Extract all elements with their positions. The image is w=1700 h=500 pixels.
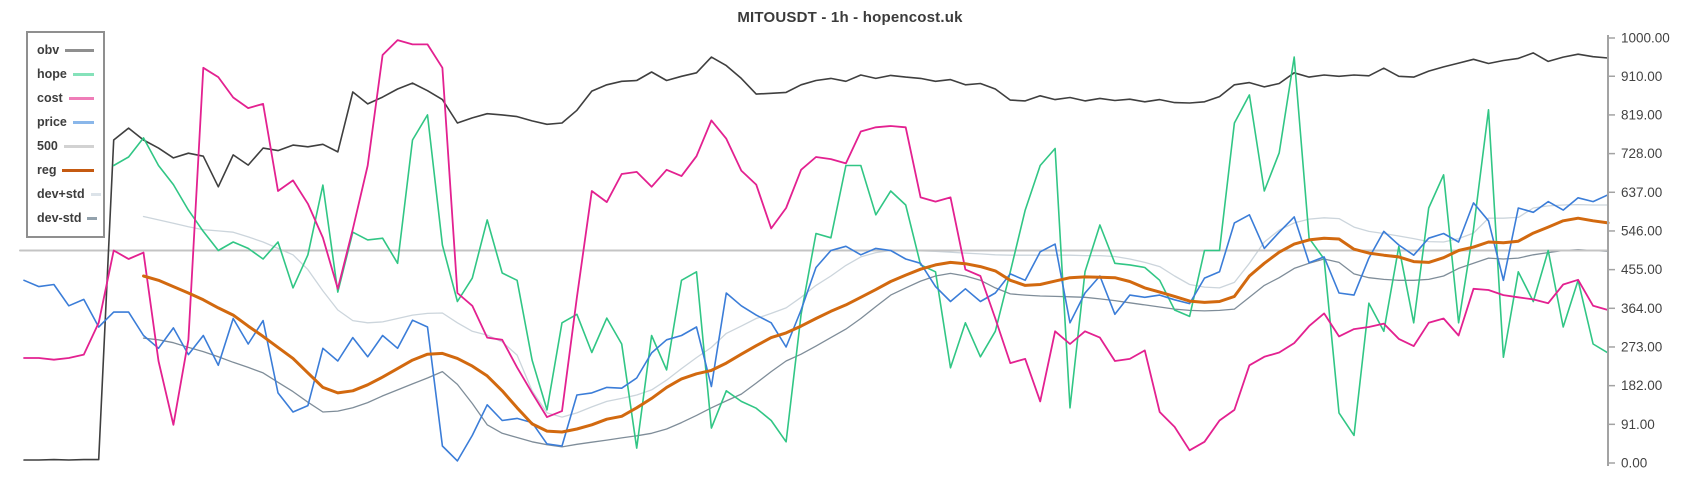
- legend-item-dev+std[interactable]: dev+std: [37, 187, 101, 202]
- legend-swatch-dev+std: [90, 193, 101, 197]
- chart-title: MITOUSDT - 1h - hopencost.uk: [737, 9, 963, 26]
- legend-item-hope[interactable]: hope: [37, 68, 94, 81]
- y-axis-tick-label: 1000.00: [1621, 31, 1670, 46]
- y-axis-tick-label: 910.00: [1621, 69, 1662, 84]
- legend-swatch-500: [63, 145, 94, 148]
- legend-swatch-dev-std: [87, 217, 98, 221]
- legend-item-reg[interactable]: reg: [37, 164, 94, 177]
- legend-item-label: reg: [37, 163, 57, 178]
- y-axis-tick-label: 546.00: [1621, 223, 1662, 238]
- legend-swatch-obv: [65, 48, 94, 52]
- legend-item-label: price: [37, 115, 67, 130]
- series-line-price: [23, 194, 1609, 462]
- y-axis-tick-label: 0.00: [1621, 456, 1647, 471]
- legend-item-label: hope: [37, 67, 67, 82]
- legend-item-500[interactable]: 500: [37, 140, 94, 153]
- legend-item-label: dev-std: [37, 211, 82, 226]
- y-axis-tick-label: 637.00: [1621, 185, 1662, 200]
- y-axis-tick-label: 91.00: [1621, 417, 1655, 432]
- legend-swatch-price: [72, 120, 94, 124]
- legend: obv hope cost price 500 reg dev+std dev-std: [26, 31, 105, 238]
- series-line-dev+std: [142, 203, 1609, 418]
- series-line-obv: [23, 52, 1609, 461]
- legend-item-label: dev+std: [37, 187, 85, 202]
- y-axis-tick-label: 273.00: [1621, 339, 1662, 354]
- series-line-hope: [112, 56, 1609, 449]
- y-axis-tick-label: 819.00: [1621, 107, 1662, 122]
- legend-swatch-reg: [62, 169, 94, 173]
- y-axis-tick-label: 182.00: [1621, 378, 1662, 393]
- legend-item-price[interactable]: price: [37, 116, 94, 129]
- legend-item-label: obv: [37, 43, 60, 57]
- y-axis-tick-label: 728.00: [1621, 146, 1662, 161]
- y-axis-tick-label: 364.00: [1621, 301, 1662, 316]
- y-axis-tick-label: 455.00: [1621, 262, 1662, 277]
- series-line-dev-std: [142, 249, 1609, 448]
- series-line-reg: [142, 216, 1610, 434]
- legend-swatch-hope: [72, 72, 94, 76]
- legend-item-obv[interactable]: obv: [37, 44, 94, 57]
- legend-item-label: 500: [37, 139, 58, 154]
- legend-item-label: cost: [37, 91, 63, 106]
- series-line-cost: [23, 39, 1609, 452]
- legend-item-cost[interactable]: cost: [37, 92, 94, 105]
- legend-swatch-cost: [68, 96, 94, 100]
- legend-item-dev-std[interactable]: dev-std: [37, 211, 98, 226]
